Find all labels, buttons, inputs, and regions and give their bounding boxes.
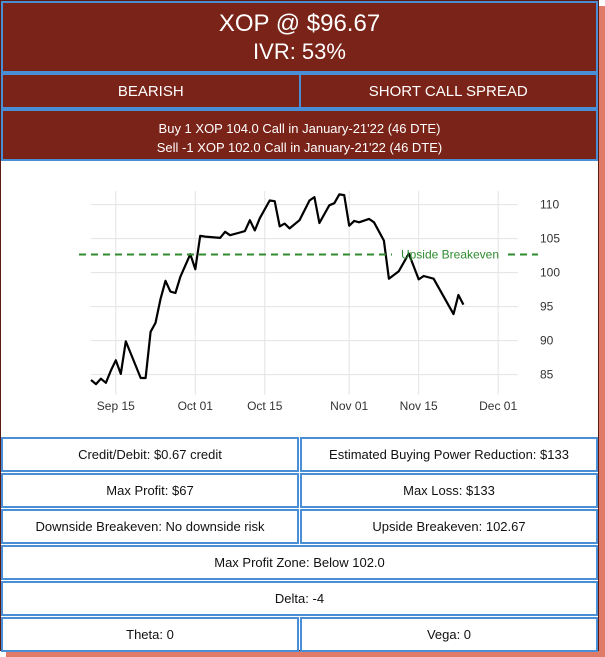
legs-block: Buy 1 XOP 104.0 Call in January-21'22 (4… (1, 109, 598, 161)
direction-label: BEARISH (3, 75, 301, 107)
y-tick-label: 85 (540, 368, 554, 382)
theta-cell: Theta: 0 (1, 617, 299, 652)
delta-cell: Delta: -4 (1, 581, 598, 616)
price-chart: Sep 15 Oct 01 Oct 15 Nov 01 Nov 15 Dec 01 85 90… (3, 163, 598, 435)
price-series-line (90, 193, 465, 386)
max-profit-cell: Max Profit: $67 (1, 473, 299, 508)
ticker-price-title: XOP @ $96.67 (218, 10, 381, 37)
y-tick-label: 110 (540, 198, 559, 212)
vega-cell: Vega: 0 (300, 617, 598, 652)
y-tick-label: 100 (540, 266, 560, 280)
x-tick-label: Oct 15 (247, 399, 283, 413)
x-tick-label: Dec 01 (479, 399, 517, 413)
upside-breakeven-cell: Upside Breakeven: 102.67 (300, 509, 598, 544)
x-tick-label: Nov 01 (330, 399, 368, 413)
bpr-cell: Estimated Buying Power Reduction: $133 (300, 437, 598, 472)
y-tick-label: 105 (540, 232, 560, 246)
x-tick-label: Oct 01 (178, 399, 214, 413)
leg-buy: Buy 1 XOP 104.0 Call in January-21'22 (4… (158, 121, 441, 136)
x-tick-label: Nov 15 (400, 399, 438, 413)
max-profit-zone-cell: Max Profit Zone: Below 102.0 (1, 545, 598, 580)
leg-sell: Sell -1 XOP 102.0 Call in January-21'22 … (156, 140, 443, 155)
x-tick-label: Sep 15 (97, 399, 135, 413)
strategy-label: SHORT CALL SPREAD (368, 82, 528, 100)
header-title-block: XOP @ $96.67 IVR: 53% (1, 1, 598, 73)
price-chart-svg: Sep 15 Oct 01 Oct 15 Nov 01 Nov 15 Dec 01 85 90… (79, 191, 560, 413)
y-tick-label: 95 (540, 300, 554, 314)
credit-debit-cell: Credit/Debit: $0.67 credit (1, 437, 299, 472)
stats-grid: Credit/Debit: $0.67 credit Estimated Buy… (1, 437, 598, 653)
ivr-label: IVR: 53% (253, 39, 346, 64)
strategy-row: BEARISH SHORT CALL SPREAD (1, 73, 598, 109)
max-loss-cell: Max Loss: $133 (300, 473, 598, 508)
downside-breakeven-cell: Downside Breakeven: No downside risk (1, 509, 299, 544)
y-tick-label: 90 (540, 334, 554, 348)
breakeven-label: Upside Breakeven (401, 247, 499, 261)
